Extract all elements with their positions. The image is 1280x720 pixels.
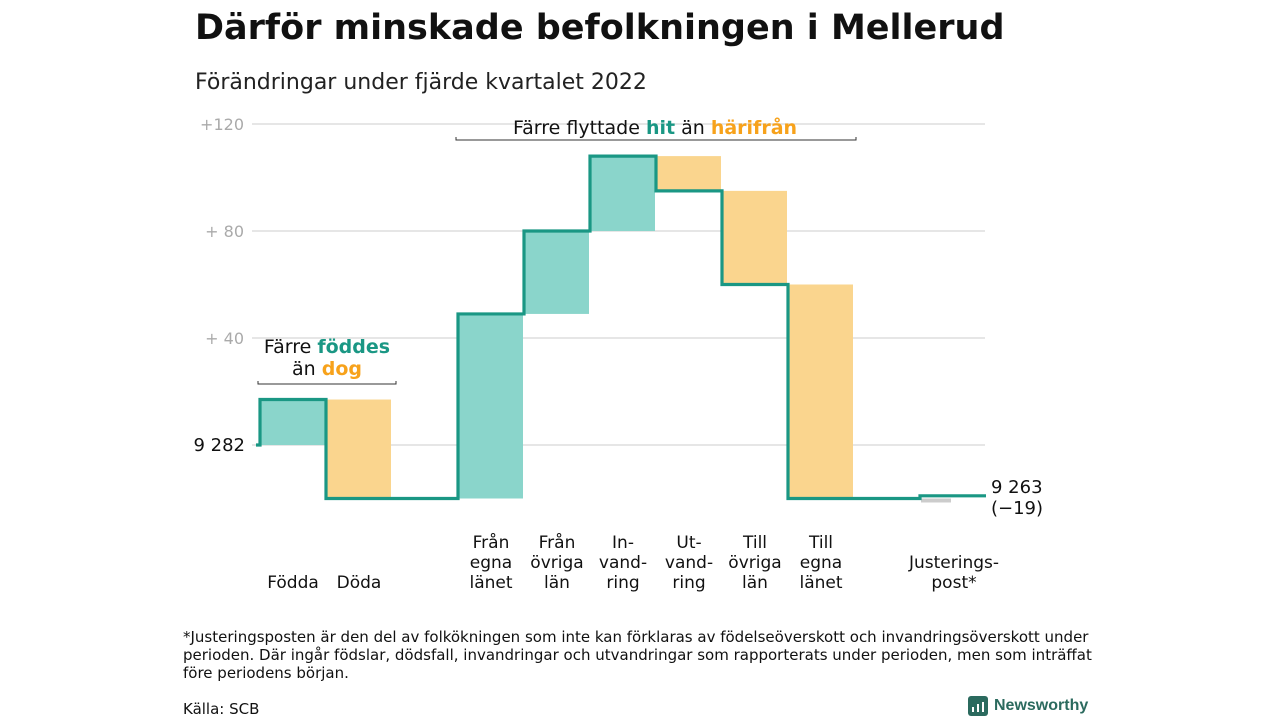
- bar: [261, 399, 325, 445]
- annotation-migration: Färre flyttade hit än härifrån: [513, 115, 797, 139]
- x-tick-label: län: [544, 573, 570, 593]
- source-label: Källa: SCB: [183, 700, 260, 718]
- start-value-label: 9 282: [193, 435, 245, 456]
- x-tick-label: länet: [799, 573, 842, 593]
- x-tick-label: egna: [470, 553, 512, 573]
- bar: [525, 231, 589, 314]
- brand-logo: Newsworthy: [968, 696, 1088, 716]
- chart-subtitle: Förändringar under fjärde kvartalet 2022: [195, 70, 647, 95]
- x-tick-label: Födda: [267, 573, 319, 593]
- x-tick-label: post*: [931, 573, 976, 593]
- annotation-span: Färre: [264, 336, 317, 358]
- bar: [723, 190, 787, 285]
- x-tick-label: län: [742, 573, 768, 593]
- y-tick-label: + 80: [205, 222, 244, 241]
- x-tick-label: Justerings-: [908, 553, 999, 573]
- annotation-span: föddes: [317, 336, 390, 358]
- x-tick-label: Döda: [337, 573, 382, 593]
- annotation-births-deaths: än dog: [292, 358, 362, 380]
- x-tick-label: vand-: [665, 553, 713, 573]
- x-tick-label: Ut-: [676, 533, 701, 553]
- bar: [459, 313, 523, 499]
- chart-title: Därför minskade befolkningen i Mellerud: [195, 8, 1005, 48]
- annotation-span: härifrån: [711, 115, 797, 139]
- x-tick-label: Till: [808, 533, 833, 553]
- annotation-span: än: [675, 117, 711, 139]
- x-tick-label: länet: [469, 573, 512, 593]
- series-line: [256, 154, 986, 501]
- annotation-births-deaths: Färre föddes: [264, 336, 390, 358]
- x-tick-label: övriga: [728, 553, 781, 573]
- x-tick-label: övriga: [530, 553, 583, 573]
- y-tick-label: + 40: [205, 329, 244, 348]
- annotation-bracket: [455, 137, 857, 141]
- y-tick-label: +120: [200, 115, 244, 134]
- bar: [591, 156, 655, 231]
- x-tick-label: Från: [539, 532, 576, 553]
- x-tick-label: Till: [742, 533, 767, 553]
- footnote: *Justeringsposten är den del av folkökni…: [183, 628, 1092, 682]
- x-tick-label: In-: [612, 533, 634, 553]
- x-tick-label: egna: [800, 553, 842, 573]
- bar: [789, 284, 853, 499]
- bar: [327, 399, 391, 499]
- end-value-label: 9 263: [991, 477, 1043, 498]
- annotation-span: dog: [322, 358, 362, 380]
- x-tick-label: ring: [606, 573, 639, 593]
- bar: [657, 156, 721, 191]
- x-tick-label: vand-: [599, 553, 647, 573]
- x-tick-label: Från: [473, 532, 510, 553]
- end-change-label: (−19): [991, 498, 1043, 519]
- bar: [921, 498, 951, 503]
- annotation-bracket: [257, 381, 397, 385]
- x-tick-label: ring: [672, 573, 705, 593]
- brand-name: Newsworthy: [994, 697, 1089, 714]
- annotation-span: Färre flyttade: [513, 117, 646, 139]
- annotation-span: än: [292, 358, 322, 380]
- bar-chart-icon: [968, 696, 988, 716]
- annotation-span: hit: [646, 117, 675, 139]
